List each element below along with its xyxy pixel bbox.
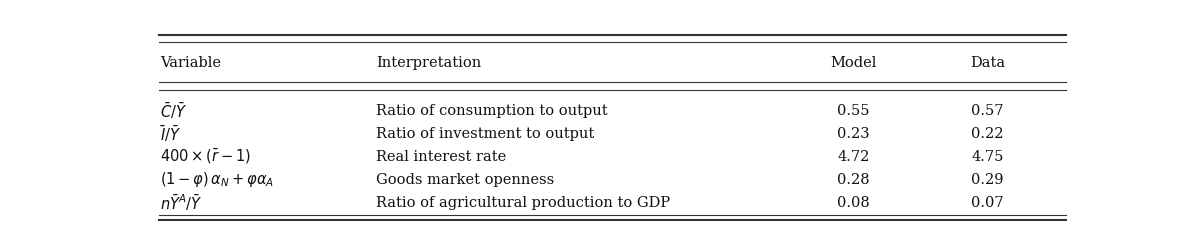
Text: 4.75: 4.75 bbox=[972, 150, 1004, 164]
Text: 0.22: 0.22 bbox=[972, 127, 1004, 141]
Text: 0.08: 0.08 bbox=[836, 196, 870, 210]
Text: 0.55: 0.55 bbox=[836, 104, 870, 118]
Text: 0.57: 0.57 bbox=[972, 104, 1004, 118]
Text: $400 \times (\bar{r} - 1)$: $400 \times (\bar{r} - 1)$ bbox=[160, 147, 252, 166]
Text: 0.23: 0.23 bbox=[836, 127, 870, 141]
Text: Goods market openness: Goods market openness bbox=[376, 173, 554, 187]
Text: 0.29: 0.29 bbox=[972, 173, 1004, 187]
Text: $n\bar{Y}^A/\bar{Y}$: $n\bar{Y}^A/\bar{Y}$ bbox=[160, 192, 203, 213]
Text: Ratio of investment to output: Ratio of investment to output bbox=[376, 127, 595, 141]
Text: $\bar{I}/\bar{Y}$: $\bar{I}/\bar{Y}$ bbox=[160, 124, 182, 144]
Text: 0.07: 0.07 bbox=[972, 196, 1004, 210]
Text: Ratio of agricultural production to GDP: Ratio of agricultural production to GDP bbox=[376, 196, 670, 210]
Text: $(1 - \varphi)\,\alpha_N + \varphi\alpha_A$: $(1 - \varphi)\,\alpha_N + \varphi\alpha… bbox=[160, 170, 275, 189]
Text: Model: Model bbox=[831, 56, 876, 70]
Text: Interpretation: Interpretation bbox=[376, 56, 482, 70]
Text: Data: Data bbox=[970, 56, 1005, 70]
Text: 0.28: 0.28 bbox=[836, 173, 870, 187]
Text: $\bar{C}/\bar{Y}$: $\bar{C}/\bar{Y}$ bbox=[160, 101, 188, 121]
Text: Real interest rate: Real interest rate bbox=[376, 150, 507, 164]
Text: Variable: Variable bbox=[160, 56, 221, 70]
Text: 4.72: 4.72 bbox=[836, 150, 870, 164]
Text: Ratio of consumption to output: Ratio of consumption to output bbox=[376, 104, 608, 118]
